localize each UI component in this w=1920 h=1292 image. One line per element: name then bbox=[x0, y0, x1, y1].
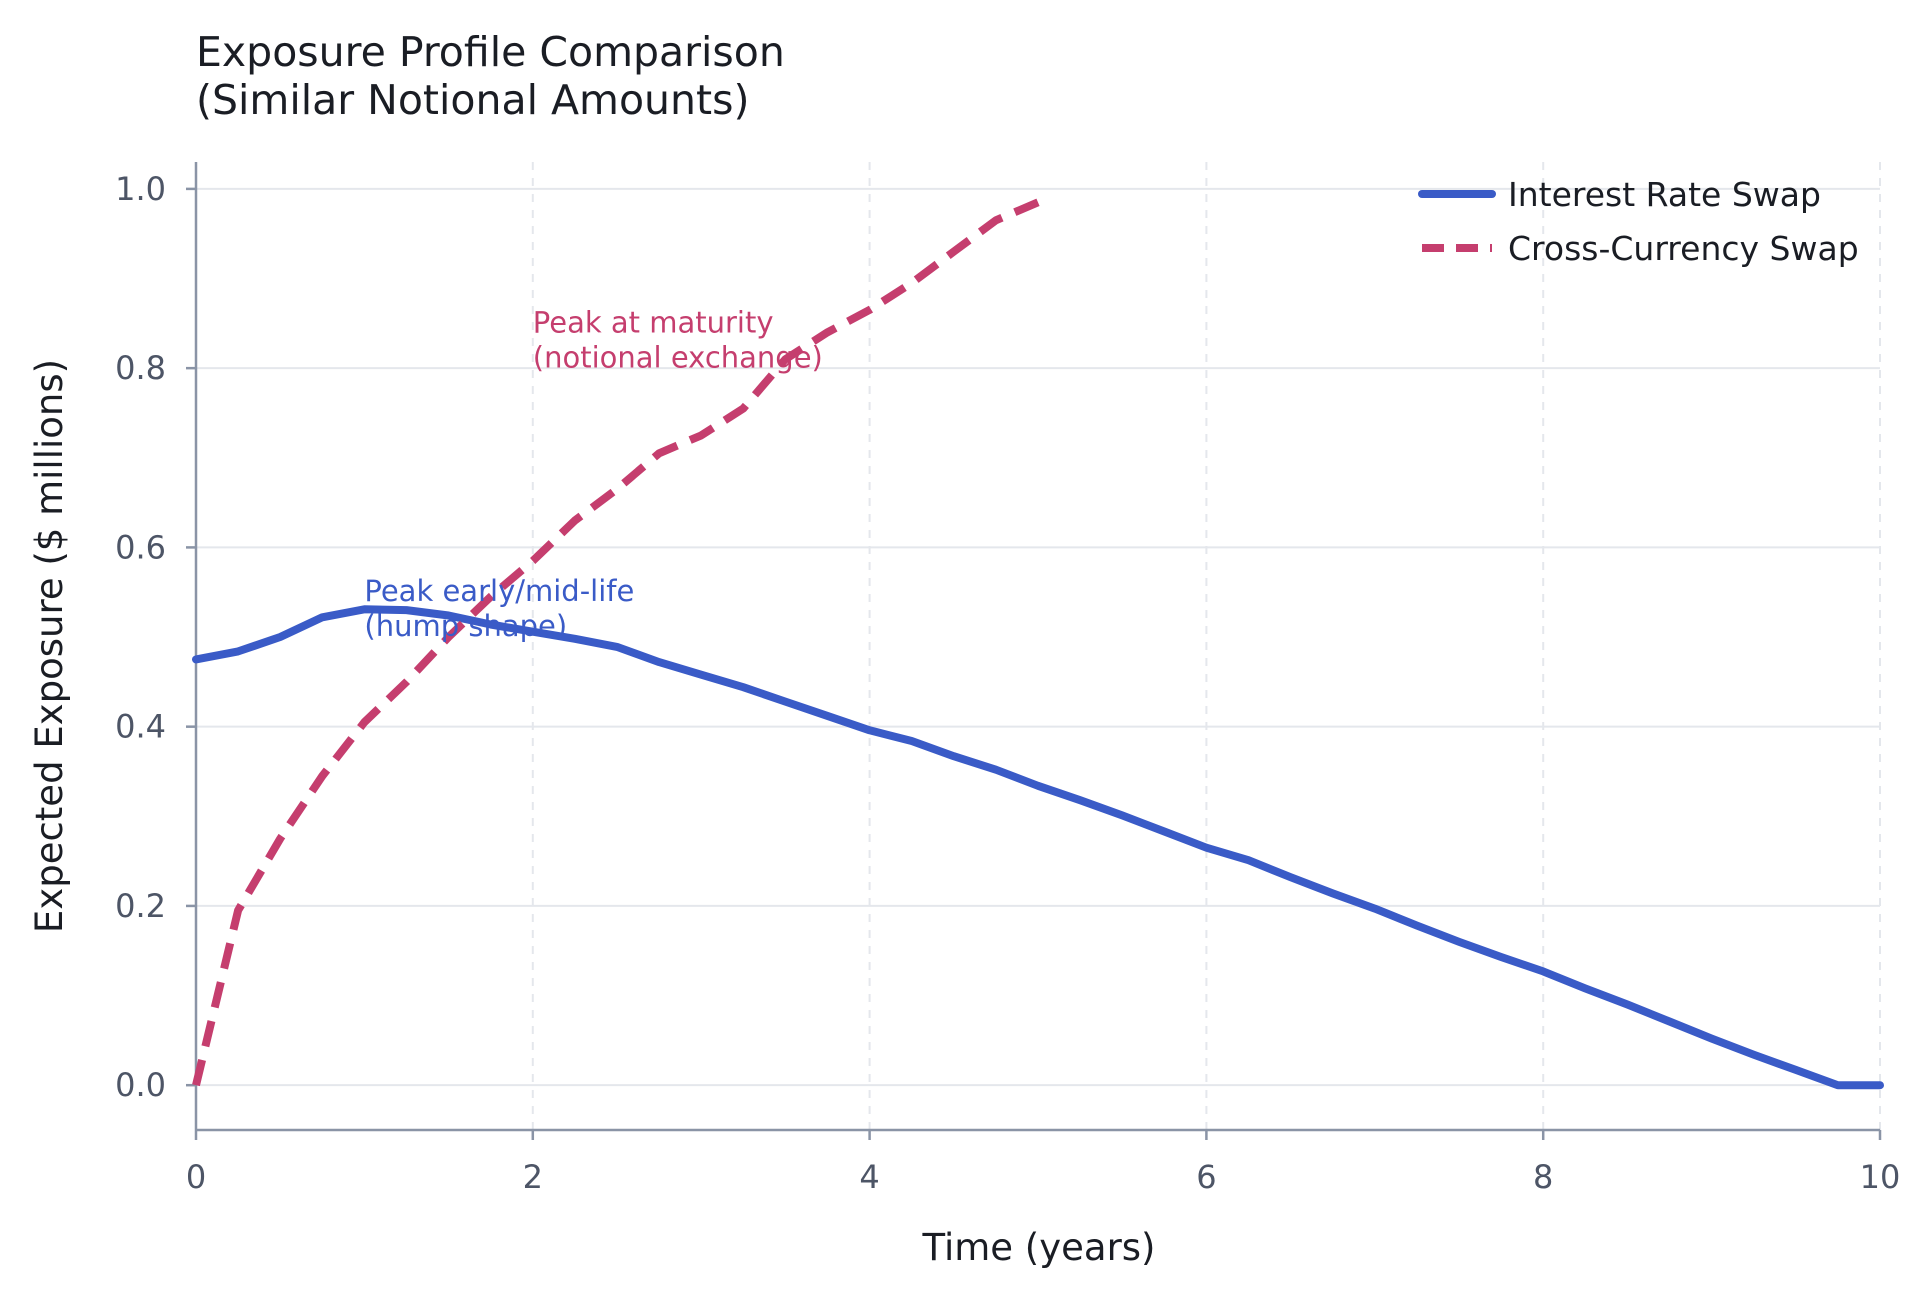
annotation-text: Peak early/mid-life bbox=[364, 574, 634, 608]
series-line-cross-currency-swap bbox=[192, 198, 1040, 1087]
y-axis-ticks: 0.0 0.2 0.4 0.6 0.8 1.0 bbox=[115, 170, 196, 1104]
y-tick-label: 0.4 bbox=[115, 708, 166, 746]
annotation-text: (hump shape) bbox=[364, 609, 567, 643]
chart-title-line-1: Exposure Profile Comparison bbox=[196, 28, 785, 76]
x-tick-label: 10 bbox=[1860, 1158, 1901, 1196]
x-axis-label: Time (years) bbox=[921, 1226, 1155, 1269]
legend: Interest Rate Swap Cross-Currency Swap bbox=[1418, 175, 1859, 268]
x-tick-label: 0 bbox=[186, 1158, 206, 1196]
annotation-text: (notional exchange) bbox=[533, 340, 823, 374]
axes bbox=[194, 162, 1880, 1132]
y-tick-label: 1.0 bbox=[115, 170, 166, 208]
annotations: Peak early/mid-life(hump shape) Peak at m… bbox=[364, 305, 822, 643]
x-axis-ticks: 0 2 4 6 8 10 bbox=[186, 1130, 1901, 1196]
y-tick-label: 0.0 bbox=[115, 1066, 166, 1104]
y-tick-label: 0.8 bbox=[115, 349, 166, 387]
legend-label: Interest Rate Swap bbox=[1508, 175, 1821, 214]
chart-title-line-2: (Similar Notional Amounts) bbox=[196, 76, 749, 124]
y-tick-label: 0.6 bbox=[115, 528, 166, 566]
y-tick-label: 0.2 bbox=[115, 887, 166, 925]
legend-label: Cross-Currency Swap bbox=[1508, 229, 1859, 268]
y-axis-label: Expected Exposure ($ millions) bbox=[28, 359, 71, 933]
series-line-interest-rate-swap bbox=[192, 605, 1884, 1090]
chart-title: Exposure Profile Comparison (Similar Not… bbox=[196, 28, 785, 124]
grid bbox=[196, 162, 1881, 1130]
x-tick-label: 4 bbox=[859, 1158, 879, 1196]
series-lines bbox=[192, 198, 1884, 1090]
annotation-text: Peak at maturity bbox=[533, 305, 774, 339]
x-tick-label: 6 bbox=[1196, 1158, 1216, 1196]
x-tick-label: 2 bbox=[523, 1158, 543, 1196]
x-tick-label: 8 bbox=[1533, 1158, 1553, 1196]
